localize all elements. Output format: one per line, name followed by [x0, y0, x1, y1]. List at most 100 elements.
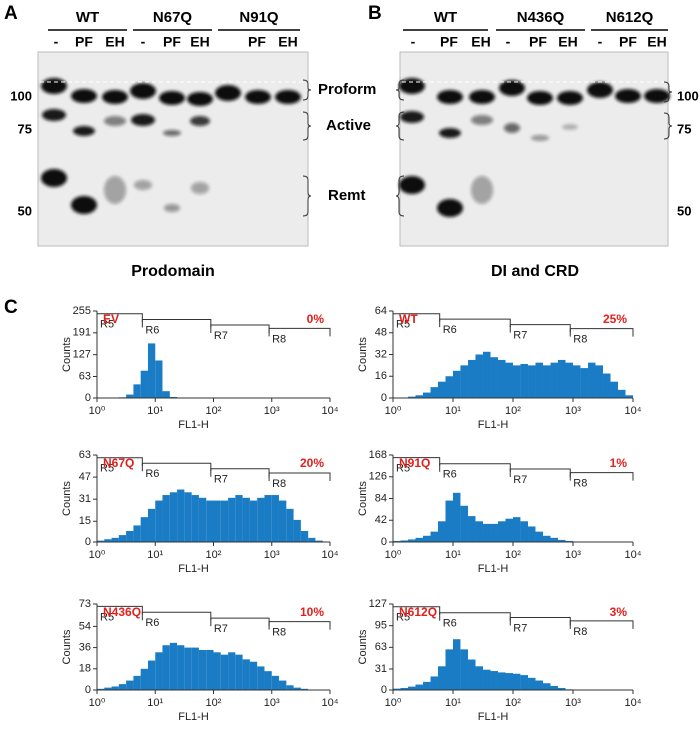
x-tick-label: 10³	[565, 697, 581, 709]
histogram-bar	[617, 389, 626, 398]
histogram-bar	[408, 396, 416, 398]
histogram-bar	[602, 373, 611, 398]
lane-label: EH	[647, 34, 666, 50]
y-tick-label: 191	[73, 327, 91, 339]
group-label: N612Q	[606, 9, 654, 26]
sample-label: WT	[399, 312, 418, 326]
panel-letter: B	[368, 3, 382, 24]
band	[215, 85, 241, 101]
lane-label: EH	[558, 34, 577, 50]
histogram-bar	[542, 535, 551, 542]
x-tick-label: 10⁴	[625, 549, 642, 561]
gate-bracket	[392, 457, 441, 466]
histogram-bar	[528, 365, 536, 398]
histogram-bar	[118, 684, 127, 690]
x-tick-label: 10¹	[147, 697, 163, 709]
y-tick-label: 0	[381, 684, 387, 696]
band	[164, 204, 180, 212]
histogram-bar	[482, 669, 491, 690]
x-axis-title: FL1-H	[478, 563, 509, 575]
x-tick-label: 10³	[264, 697, 280, 709]
histogram-bar	[550, 537, 558, 542]
histogram-bar	[520, 364, 529, 398]
band	[41, 169, 67, 187]
histogram-bar	[542, 365, 551, 398]
marker-label: 50	[677, 203, 691, 218]
band	[163, 130, 181, 136]
histogram-bar	[505, 673, 513, 690]
gate-bracket	[268, 621, 331, 630]
sample-label: N612Q	[399, 605, 437, 619]
histogram-bar	[126, 394, 134, 398]
histogram-bar	[393, 688, 401, 690]
histogram-bar	[169, 642, 178, 690]
gate-label: R5	[100, 611, 114, 623]
brace	[302, 79, 312, 101]
histogram-bar	[235, 654, 243, 690]
histogram-bar	[445, 376, 453, 398]
band	[400, 111, 424, 123]
gate-label: R7	[513, 474, 527, 486]
x-axis-title: FL1-H	[178, 711, 209, 723]
y-tick-label: 0	[381, 392, 387, 404]
histogram-bar	[490, 671, 498, 690]
band	[104, 116, 126, 126]
lane-label: EH	[105, 34, 124, 50]
band	[557, 91, 583, 105]
band	[187, 92, 213, 106]
histogram-bar	[147, 660, 156, 690]
y-tick-label: 0	[381, 536, 387, 548]
y-tick-label: 126	[369, 471, 387, 483]
y-axis-title: Counts	[61, 481, 73, 516]
x-tick-label: 10²	[505, 549, 521, 561]
brace	[663, 112, 673, 140]
histogram-plot: 0 42 84 126 168 10⁰ 10¹ 10² 10³ 10⁴ FL1-H Counts R5 R…	[357, 449, 642, 575]
histogram-bar	[169, 396, 178, 398]
histogram-bar	[460, 365, 469, 398]
histogram-bar	[520, 675, 529, 690]
x-tick-label: 10⁰	[385, 549, 402, 561]
y-tick-label: 47	[79, 471, 91, 483]
gate-label: R7	[214, 474, 228, 486]
lane-label: -	[506, 34, 511, 50]
band	[131, 114, 155, 126]
y-tick-label: 63	[79, 449, 91, 461]
x-tick-label: 10⁰	[89, 697, 106, 709]
y-tick-label: 63	[375, 641, 387, 653]
band	[437, 199, 463, 217]
histogram-bar	[468, 516, 476, 542]
histogram-bar	[242, 659, 250, 690]
histogram-bar	[228, 652, 236, 690]
histogram-bar	[415, 684, 423, 690]
band	[102, 90, 128, 104]
histogram-bar	[118, 535, 127, 542]
lane-label: -	[141, 34, 146, 50]
histogram-bar	[400, 687, 409, 690]
lane-label: PF	[248, 34, 266, 50]
histogram-bar	[482, 523, 491, 542]
gate-label: R6	[443, 618, 457, 630]
gate-label: R7	[513, 622, 527, 634]
histogram-bar	[184, 492, 192, 542]
gate-bracket	[439, 612, 511, 621]
gate-label: R5	[396, 319, 410, 331]
gate-label: R5	[100, 463, 114, 475]
y-tick-label: 36	[79, 641, 91, 653]
brace	[395, 79, 405, 101]
marker-label: 50	[18, 203, 32, 218]
histogram-bar	[513, 365, 521, 398]
band	[531, 135, 549, 141]
histogram-bar	[437, 381, 446, 398]
sample-label: N91Q	[399, 456, 430, 470]
lane-label: PF	[619, 34, 637, 50]
gate-label: R8	[573, 334, 587, 346]
group-label: N91Q	[239, 9, 279, 26]
histogram-bar	[104, 687, 112, 690]
histogram-bar	[393, 540, 401, 542]
marker-label: 75	[677, 121, 691, 136]
blot	[37, 51, 309, 247]
histogram-bar	[97, 688, 105, 690]
histogram-bar	[535, 362, 543, 398]
band	[471, 115, 493, 125]
histogram-bar	[133, 384, 141, 398]
